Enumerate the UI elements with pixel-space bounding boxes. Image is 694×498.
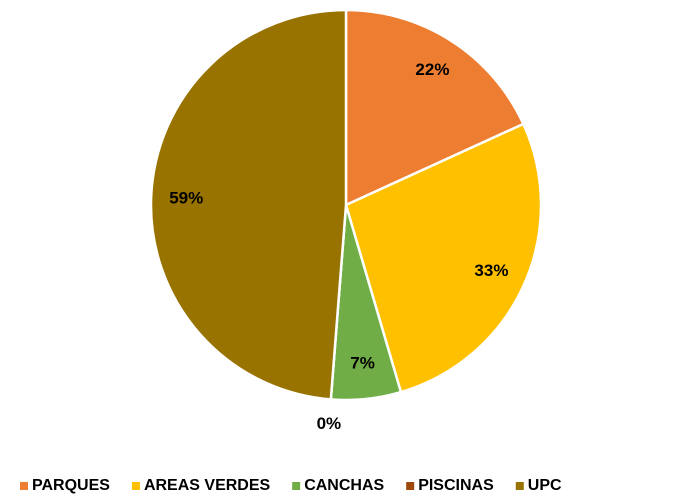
legend-marker (406, 482, 415, 490)
legend-marker (20, 482, 28, 490)
legend-label: PARQUES (32, 477, 110, 494)
legend-label: AREAS VERDES (144, 477, 271, 494)
legend-marker (292, 482, 301, 490)
data-label: 33% (474, 261, 508, 280)
pie-slice (149, 8, 348, 401)
data-label: 22% (415, 60, 449, 79)
data-label: 59% (169, 188, 203, 207)
legend-marker (131, 482, 140, 490)
pie-slice (344, 8, 526, 207)
data-label: 0% (317, 414, 342, 433)
data-label: 7% (350, 354, 375, 373)
pie-slice (344, 122, 543, 394)
legend-marker (515, 482, 524, 490)
legend-label: UPC (528, 477, 562, 494)
legend-label: PISCINAS (418, 477, 494, 494)
legend-label: CANCHAS (304, 477, 384, 494)
